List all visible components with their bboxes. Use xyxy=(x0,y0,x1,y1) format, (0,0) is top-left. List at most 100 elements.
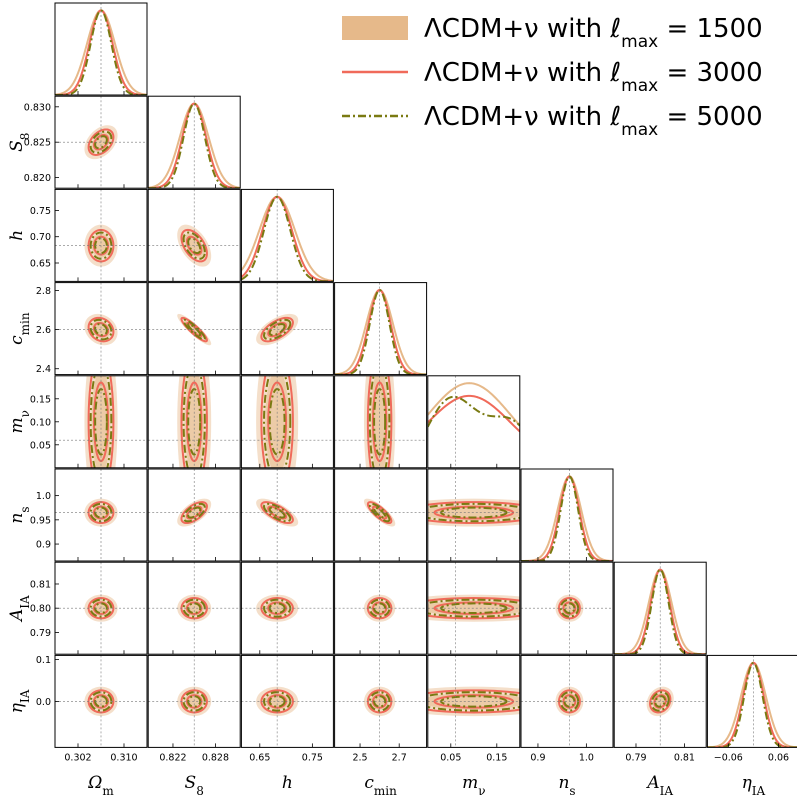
x-tick-label: 2.5 xyxy=(352,752,367,763)
panel-frame xyxy=(147,188,241,282)
panel-c_min-Omega_m: 2.4 2.6 2.8 cmin xyxy=(7,282,148,376)
panel-n_s-h xyxy=(240,468,334,562)
contour-A_IA-c_min-s3-l2 xyxy=(373,602,387,614)
x-axis-label-m_nu: mν xyxy=(462,773,485,797)
panel-n_s-Omega_m: 0.9 0.95 1.0 ns xyxy=(7,468,148,562)
panel-A_IA-Omega_m: 0.79 0.80 0.81 AIA xyxy=(7,561,148,655)
y-tick-label: 1.0 xyxy=(36,491,51,502)
y-axis-label-m_nu: mν xyxy=(7,410,32,433)
x-axis-label-sub: s xyxy=(569,784,575,797)
panel-content xyxy=(148,96,241,189)
x-tick-label: 0.75 xyxy=(302,752,323,763)
contour-m_nu-c_min-s2-l2 xyxy=(371,381,388,463)
contour-A_IA-h-s2-l2 xyxy=(267,601,288,615)
contour-m_nu-Omega_m-s2-l1 xyxy=(87,375,115,468)
marginal-curve-eta_IA-3 xyxy=(707,661,797,748)
contour-n_s-Omega_m-s2-l2 xyxy=(92,505,110,520)
y-axis-label-sub: s xyxy=(18,506,32,512)
contour-c_min-Omega_m-s3-l2 xyxy=(94,323,108,337)
panel-frame xyxy=(147,375,241,469)
y-tick-label: 0.825 xyxy=(24,138,51,149)
x-tick-label: 0.310 xyxy=(110,752,137,763)
panel-frame xyxy=(54,282,148,376)
y-tick-label: 2.8 xyxy=(36,286,51,297)
panel-frame xyxy=(520,561,614,655)
marginal-curve-Omega_m-3 xyxy=(55,9,147,95)
panel-frame xyxy=(520,468,614,562)
panel-n_s-n_s xyxy=(520,468,614,562)
panel-frame xyxy=(427,561,521,655)
contour-A_IA-m_nu-s2-l2 xyxy=(433,601,515,615)
contour-A_IA-S_8-s3-l1 xyxy=(182,598,206,618)
panel-eta_IA-n_s: 0.9 1.0 ns xyxy=(520,654,614,797)
legend-label: ΛCDM+ν with ℓmax = 3000 xyxy=(424,58,763,96)
marginal-curve-h-1 xyxy=(241,195,334,282)
marginal-curve-c_min-2 xyxy=(334,288,427,375)
panel-content xyxy=(148,655,241,748)
x-tick-label: 0.9 xyxy=(530,752,545,763)
contour-eta_IA-A_IA-s3-l1 xyxy=(650,691,670,712)
contour-eta_IA-h-s3-l1 xyxy=(263,691,292,712)
panel-A_IA-n_s xyxy=(520,561,614,655)
panel-content xyxy=(148,375,241,468)
y-tick-label: 0.10 xyxy=(30,417,51,428)
contour-eta_IA-S_8-s2-l2 xyxy=(185,694,203,709)
contour-n_s-S_8-s2-l1 xyxy=(180,501,208,525)
contour-eta_IA-n_s-s3-l2 xyxy=(563,695,576,708)
x-axis-label-sub: IA xyxy=(660,784,674,797)
panel-content xyxy=(334,562,427,655)
contour-n_s-c_min-s2-l1 xyxy=(366,501,393,525)
panel-S_8-S_8 xyxy=(147,95,241,189)
y-axis-label-sub: IA xyxy=(18,689,32,703)
y-axis-label-eta_IA: ηIA xyxy=(7,689,32,713)
contour-h-S_8-s3-l2 xyxy=(187,237,202,255)
contour-c_min-Omega_m-s2-l1 xyxy=(87,316,115,343)
legend-label: ΛCDM+ν with ℓmax = 5000 xyxy=(424,102,763,140)
panel-frame xyxy=(613,561,707,655)
marginal-curve-n_s-3 xyxy=(521,475,613,561)
contour-c_min-Omega_m-s2-l2 xyxy=(92,321,110,338)
legend-label-tail: = 1500 xyxy=(658,14,762,44)
panel-content xyxy=(148,469,241,561)
panel-c_min-h xyxy=(240,282,334,376)
contour-m_nu-h-s2-l1 xyxy=(260,375,294,468)
panel-content xyxy=(241,282,334,375)
contour-m_nu-Omega_m-s2-l2 xyxy=(92,381,110,463)
y-tick-label: 0.15 xyxy=(30,394,51,405)
panel-frame xyxy=(240,654,334,748)
y-tick-label: 0.05 xyxy=(30,440,51,451)
panel-content xyxy=(521,655,613,748)
contour-S_8-Omega_m-s3-l1 xyxy=(89,130,113,154)
panel-content xyxy=(614,562,707,655)
panel-frame xyxy=(147,561,241,655)
legend-entry-1: ΛCDM+ν with ℓmax = 1500 xyxy=(342,14,763,52)
panel-content xyxy=(55,655,147,748)
panel-h-S_8 xyxy=(147,188,241,282)
panel-m_nu-m_nu xyxy=(427,375,521,469)
x-tick-label: 0.06 xyxy=(768,752,789,763)
panels-layer: 0.820 0.825 0.830 S8 0.65 0.70 0.75 h 2.4 2.6 2.8 c… xyxy=(7,2,797,797)
panel-A_IA-S_8 xyxy=(147,561,241,655)
y-axis-label-c_min: cmin xyxy=(7,312,32,345)
marginal-curve-m_nu-2 xyxy=(427,394,520,433)
contour-c_min-h-s2-l1 xyxy=(260,316,294,343)
legend-label-tail: = 5000 xyxy=(658,102,762,132)
contour-eta_IA-c_min-s2-l2 xyxy=(371,694,388,709)
x-tick-label: 0.79 xyxy=(625,752,646,763)
contour-m_nu-h-s2-l2 xyxy=(267,381,288,463)
panel-m_nu-c_min xyxy=(334,375,428,469)
x-tick-label: 2.7 xyxy=(392,752,407,763)
panel-n_s-c_min xyxy=(334,468,428,562)
panel-content xyxy=(334,375,427,468)
contour-eta_IA-Omega_m-s2-l2 xyxy=(92,694,110,709)
contour-eta_IA-A_IA-s2-l2 xyxy=(653,694,667,709)
panel-content xyxy=(427,469,520,561)
panel-frame xyxy=(427,375,521,469)
y-axis-label-sub: 8 xyxy=(18,133,32,141)
x-tick-label: 0.81 xyxy=(674,752,695,763)
contour-eta_IA-c_min-s3-l2 xyxy=(373,695,387,708)
x-axis-label-sub: min xyxy=(374,784,397,797)
